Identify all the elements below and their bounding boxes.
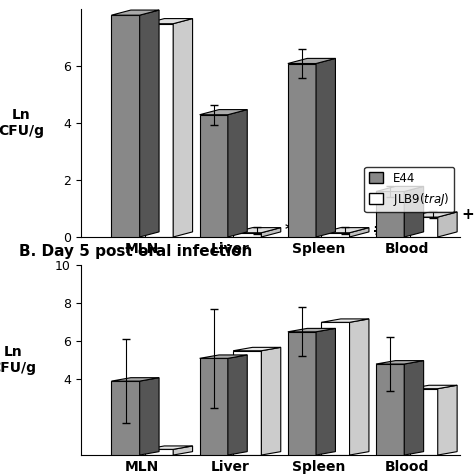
Polygon shape [288, 328, 336, 332]
Polygon shape [145, 18, 192, 24]
Text: B. Day 5 post oral infection: B. Day 5 post oral infection [19, 244, 252, 259]
Polygon shape [349, 228, 369, 237]
Polygon shape [200, 358, 228, 455]
Polygon shape [410, 385, 457, 389]
Polygon shape [261, 347, 281, 455]
Polygon shape [321, 322, 349, 455]
Polygon shape [111, 381, 140, 455]
Polygon shape [233, 347, 281, 351]
Polygon shape [316, 58, 336, 237]
Polygon shape [111, 15, 140, 237]
Polygon shape [404, 361, 424, 455]
Polygon shape [173, 446, 192, 455]
Y-axis label: Ln
CFU/g: Ln CFU/g [0, 345, 36, 375]
Polygon shape [349, 319, 369, 455]
Polygon shape [200, 109, 247, 115]
Text: +: + [462, 207, 474, 222]
Polygon shape [261, 228, 281, 237]
Polygon shape [233, 228, 281, 233]
Polygon shape [321, 319, 369, 322]
Polygon shape [376, 191, 404, 237]
Polygon shape [111, 378, 159, 381]
Polygon shape [145, 24, 173, 237]
Polygon shape [200, 115, 228, 237]
Polygon shape [376, 364, 404, 455]
Polygon shape [376, 186, 424, 191]
Polygon shape [438, 212, 457, 237]
Polygon shape [404, 186, 424, 237]
Polygon shape [145, 449, 173, 455]
Polygon shape [140, 378, 159, 455]
Polygon shape [145, 446, 192, 449]
Polygon shape [376, 361, 424, 364]
Polygon shape [200, 355, 247, 358]
Polygon shape [233, 351, 261, 455]
Polygon shape [410, 212, 457, 217]
Text: *: * [285, 223, 293, 237]
Polygon shape [321, 228, 369, 233]
Polygon shape [316, 328, 336, 455]
Polygon shape [173, 18, 192, 237]
Polygon shape [228, 355, 247, 455]
Polygon shape [410, 217, 438, 237]
Y-axis label: Ln
CFU/g: Ln CFU/g [0, 108, 44, 138]
Polygon shape [288, 58, 336, 64]
Polygon shape [321, 233, 349, 237]
Legend: E44, JLB9($\it{traJ}$): E44, JLB9($\it{traJ}$) [365, 167, 454, 212]
Polygon shape [438, 385, 457, 455]
Polygon shape [410, 389, 438, 455]
Polygon shape [233, 233, 261, 237]
Text: #: # [374, 223, 386, 237]
Polygon shape [140, 10, 159, 237]
Polygon shape [228, 109, 247, 237]
Polygon shape [288, 332, 316, 455]
Polygon shape [111, 10, 159, 15]
Polygon shape [288, 64, 316, 237]
